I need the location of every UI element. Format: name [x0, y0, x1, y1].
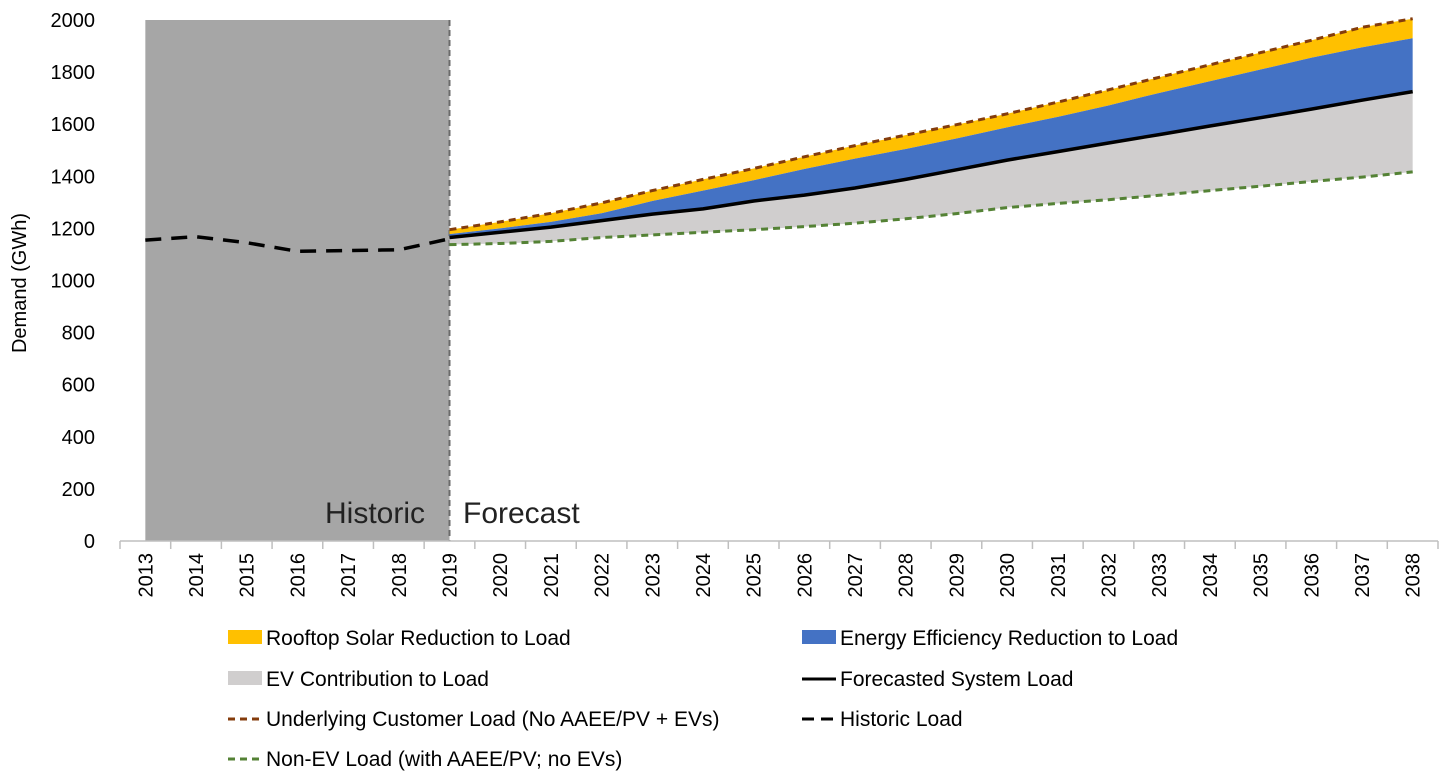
- historic-label: Historic: [325, 497, 425, 530]
- x-tick-label: 2025: [744, 553, 766, 598]
- x-tick-label: 2024: [693, 553, 715, 598]
- x-tick-label: 2018: [389, 553, 411, 598]
- y-tick-label: 0: [84, 531, 95, 553]
- x-tick-label: 2036: [1301, 553, 1323, 598]
- legend-item-forecasted-system-load: Forecasted System Load: [802, 668, 1073, 691]
- legend-item-underlying-customer-load-no-aaee-pv-evs: Underlying Customer Load (No AAEE/PV + E…: [228, 708, 719, 731]
- x-tick-label: 2038: [1403, 553, 1425, 598]
- legend-swatch: [228, 630, 262, 644]
- x-tick-label: 2017: [338, 553, 360, 598]
- y-tick-label: 400: [62, 427, 95, 449]
- y-tick-label: 2000: [51, 10, 96, 32]
- line-non-ev-load-with-aaee-pv-no-evs: [449, 170, 1413, 247]
- y-tick-label: 600: [62, 375, 95, 397]
- y-tick-label: 1200: [51, 218, 96, 240]
- legend-item-non-ev-load-with-aaee-pv-no-evs: Non-EV Load (with AAEE/PV; no EVs): [228, 748, 622, 771]
- historic-region: [145, 20, 450, 541]
- x-tick-label: 2016: [287, 553, 309, 598]
- area-energy-efficiency-reduction-to-load: [449, 38, 1413, 238]
- x-tick-label: 2032: [1099, 553, 1121, 598]
- y-tick-label: 1800: [51, 62, 96, 84]
- legend-item-ev-contribution-to-load: EV Contribution to Load: [228, 668, 489, 691]
- line-underlying-customer-load-no-aaee-pv-evs: [449, 17, 1413, 232]
- legend-label: Non-EV Load (with AAEE/PV; no EVs): [266, 748, 622, 771]
- y-tick-label: 200: [62, 479, 95, 501]
- x-tick-label: 2014: [186, 553, 208, 598]
- y-tick-label: 800: [62, 323, 95, 345]
- legend: Rooftop Solar Reduction to Load Energy Ef…: [228, 627, 1178, 771]
- legend-label: EV Contribution to Load: [266, 668, 489, 691]
- area-rooftop-solar-reduction-to-load: [449, 18, 1413, 235]
- x-tick-label: 2031: [1048, 553, 1070, 598]
- historic-shade-layer: [145, 20, 451, 541]
- legend-label: Rooftop Solar Reduction to Load: [266, 627, 571, 650]
- legend-swatch: [802, 630, 836, 644]
- x-tick-label: 2021: [541, 553, 563, 598]
- x-tick-label: 2015: [237, 553, 259, 598]
- x-tick-label: 2037: [1352, 553, 1374, 598]
- legend-item-rooftop-solar-reduction-to-load: Rooftop Solar Reduction to Load: [228, 627, 571, 650]
- legend-item-historic-load: Historic Load: [802, 708, 963, 731]
- x-tick-label: 2020: [490, 553, 512, 598]
- legend-label: Historic Load: [840, 708, 963, 731]
- x-tick-label: 2029: [946, 553, 968, 598]
- axis-layer: 0 200 400 600 800 1000 1200 1400 1600 1800 2000 201…: [51, 10, 1439, 598]
- legend-label: Underlying Customer Load (No AAEE/PV + E…: [266, 708, 719, 731]
- forecast-label: Forecast: [463, 497, 580, 530]
- x-tick-label: 2034: [1200, 553, 1222, 598]
- x-tick-label: 2022: [592, 553, 614, 598]
- line-forecasted-system-load: [449, 89, 1413, 240]
- area-layer: [449, 18, 1413, 245]
- legend-item-energy-efficiency-reduction-to-load: Energy Efficiency Reduction to Load: [802, 627, 1178, 650]
- y-tick-label: 1600: [51, 114, 96, 136]
- x-tick-label: 2028: [896, 553, 918, 598]
- x-tick-label: 2023: [642, 553, 664, 598]
- legend-label: Forecasted System Load: [840, 668, 1073, 691]
- x-tick-label: 2026: [794, 553, 816, 598]
- x-tick-label: 2035: [1251, 553, 1273, 598]
- x-tick-label: 2027: [845, 553, 867, 598]
- y-tick-label: 1400: [51, 166, 96, 188]
- x-tick-label: 2033: [1149, 553, 1171, 598]
- x-tick-label: 2030: [997, 553, 1019, 598]
- line-layer: [145, 17, 1413, 254]
- y-axis-label: Demand (GWh): [9, 213, 31, 353]
- x-tick-label: 2019: [440, 553, 462, 598]
- y-tick-label: 1000: [51, 271, 96, 293]
- legend-label: Energy Efficiency Reduction to Load: [840, 627, 1178, 650]
- legend-swatch: [228, 671, 262, 685]
- x-tick-label: 2013: [135, 553, 157, 598]
